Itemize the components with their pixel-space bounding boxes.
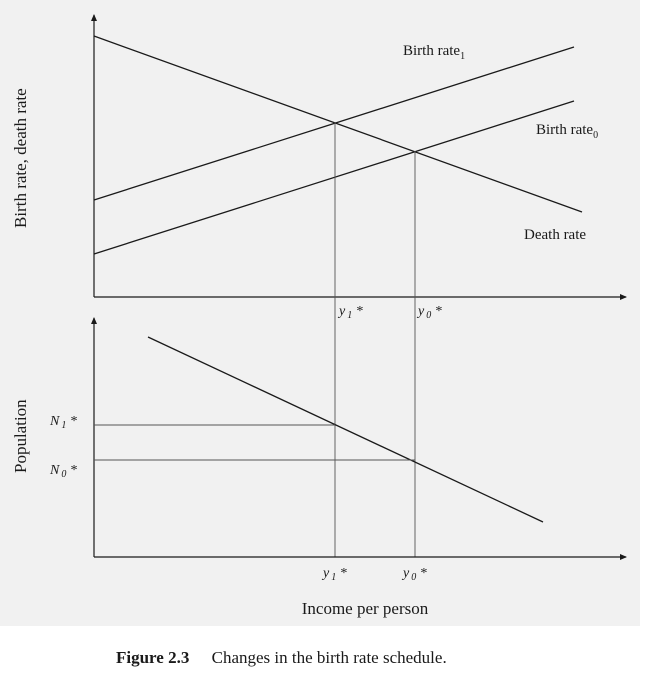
death-rate-label: Death rate bbox=[524, 227, 586, 243]
top-y-axis-label: Birth rate, death rate bbox=[11, 88, 30, 228]
population-line bbox=[147, 336, 544, 523]
birth-rate-1-label: Birth rate1 bbox=[403, 43, 465, 62]
caption-text: Changes in the birth rate schedule. bbox=[211, 648, 447, 667]
figure-number: Figure 2.3 bbox=[116, 648, 190, 667]
figure-background bbox=[0, 0, 640, 626]
birth-rate-1-line bbox=[93, 46, 575, 201]
bottom-x-axis-label: Income per person bbox=[302, 599, 429, 618]
figure-caption: Figure 2.3 Changes in the birth rate sch… bbox=[116, 648, 447, 668]
birth-rate-0-label: Birth rate0 bbox=[536, 122, 598, 141]
bottom-y-axis-label: Population bbox=[11, 399, 30, 473]
birth-rate-0-line bbox=[93, 100, 575, 255]
death-rate-line bbox=[93, 35, 583, 213]
